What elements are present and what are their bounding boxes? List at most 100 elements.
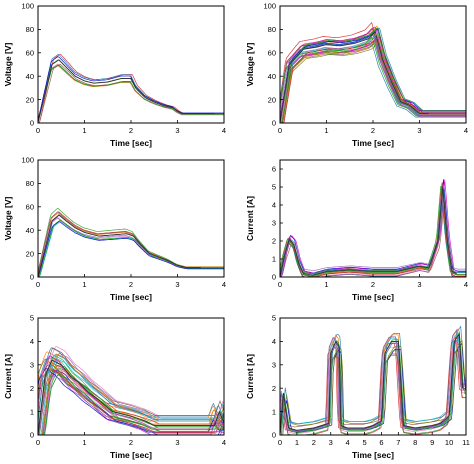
y-axis-label: Voltage [V] <box>3 196 13 240</box>
x-tick-label: 4 <box>222 280 226 289</box>
series-line <box>280 179 466 277</box>
series-line <box>280 331 466 425</box>
series-line-primary <box>280 333 464 435</box>
series-line-primary <box>280 30 429 123</box>
series-line <box>38 364 224 422</box>
x-tick-label: 2 <box>129 280 133 289</box>
y-tick-label: 4 <box>272 337 276 346</box>
chart-panel-6: 0 1 2 3 4 5 6 7 8 9 10 11 0 1 2 3 4 5 Time [sec] Current [A… <box>245 314 470 460</box>
x-axis-label: Time [sec] <box>110 138 152 148</box>
series-line <box>38 375 224 435</box>
y-tick-label: 0 <box>272 431 276 440</box>
series-line <box>280 42 466 123</box>
x-tick-label: 10 <box>445 438 453 447</box>
x-tick-label: 4 <box>464 126 468 135</box>
series-line <box>38 221 224 277</box>
x-tick-label: 3 <box>417 126 421 135</box>
plot-frame <box>279 317 467 436</box>
y-tick-label: 80 <box>268 25 276 34</box>
x-axis-label: Time [sec] <box>110 292 152 302</box>
plot-frame <box>37 159 225 278</box>
plot-frame <box>279 5 467 124</box>
series-line-primary <box>38 59 215 123</box>
x-tick-label: 0 <box>278 438 282 447</box>
series-line-primary <box>38 214 201 277</box>
y-tick-label: 2 <box>272 384 276 393</box>
series-line <box>280 345 466 435</box>
chart-panel-5: 0 1 2 3 4 0 1 2 3 4 5 Time [sec] Current [A] <box>3 314 226 460</box>
y-tick-label: 0 <box>30 119 34 128</box>
series-line-primary <box>38 359 224 435</box>
y-tick-label: 80 <box>26 25 34 34</box>
y-tick-label: 2 <box>272 237 276 246</box>
y-tick-label: 1 <box>30 407 34 416</box>
y-tick-label: 1 <box>272 255 276 264</box>
x-tick-label: 3 <box>175 438 179 447</box>
y-tick-label: 3 <box>272 219 276 228</box>
y-tick-label: 20 <box>26 249 34 258</box>
series-line <box>280 27 466 123</box>
series-line <box>38 353 224 435</box>
y-tick-label: 100 <box>263 2 276 11</box>
series-line <box>38 358 224 435</box>
x-tick-label: 3 <box>417 280 421 289</box>
series-line <box>38 357 224 429</box>
series-line <box>280 339 466 435</box>
trace-bundle <box>280 179 466 277</box>
y-tick-label: 5 <box>272 183 276 192</box>
y-tick-label: 6 <box>272 165 276 174</box>
y-tick-label: 60 <box>26 49 34 58</box>
series-line <box>280 348 466 435</box>
series-line <box>38 355 224 429</box>
x-tick-label: 9 <box>430 438 434 447</box>
series-line <box>280 335 466 435</box>
y-tick-label: 4 <box>30 337 34 346</box>
y-tick-label: 3 <box>30 361 34 370</box>
y-axis-label: Current [A] <box>3 354 13 399</box>
x-tick-label: 3 <box>175 126 179 135</box>
x-axis-label: Time [sec] <box>110 450 152 460</box>
x-tick-label: 8 <box>413 438 417 447</box>
x-tick-label: 5 <box>362 438 366 447</box>
y-tick-label: 5 <box>30 314 34 323</box>
x-tick-label: 2 <box>129 126 133 135</box>
x-tick-label: 0 <box>278 280 282 289</box>
trace-bundle <box>280 325 466 435</box>
y-tick-label: 0 <box>272 119 276 128</box>
y-axis-label: Voltage [V] <box>3 42 13 86</box>
series-line <box>38 353 224 435</box>
y-tick-label: 80 <box>26 179 34 188</box>
y-tick-label: 60 <box>268 49 276 58</box>
y-tick-label: 100 <box>21 156 34 165</box>
y-tick-label: 0 <box>30 273 34 282</box>
y-tick-label: 2 <box>30 384 34 393</box>
y-tick-label: 60 <box>26 203 34 212</box>
x-axis-label: Time [sec] <box>352 138 394 148</box>
x-tick-label: 0 <box>278 126 282 135</box>
y-tick-label: 5 <box>272 314 276 323</box>
series-line <box>38 353 224 435</box>
series-line-primary <box>280 186 457 277</box>
series-line <box>38 374 224 435</box>
x-tick-label: 4 <box>222 126 226 135</box>
trace-bundle <box>38 207 224 277</box>
y-tick-label: 40 <box>268 72 276 81</box>
x-tick-label: 1 <box>324 280 328 289</box>
trace-bundle <box>280 22 466 123</box>
x-tick-label: 0 <box>36 126 40 135</box>
series-line <box>38 369 224 435</box>
x-tick-label: 1 <box>82 280 86 289</box>
series-line <box>38 64 224 122</box>
series-line <box>38 352 224 435</box>
series-line <box>280 36 466 123</box>
series-line <box>38 368 224 430</box>
x-tick-label: 2 <box>129 438 133 447</box>
y-tick-label: 20 <box>268 95 276 104</box>
series-line <box>280 40 466 117</box>
y-tick-label: 4 <box>272 201 276 210</box>
x-tick-label: 3 <box>175 280 179 289</box>
x-tick-label: 6 <box>379 438 383 447</box>
